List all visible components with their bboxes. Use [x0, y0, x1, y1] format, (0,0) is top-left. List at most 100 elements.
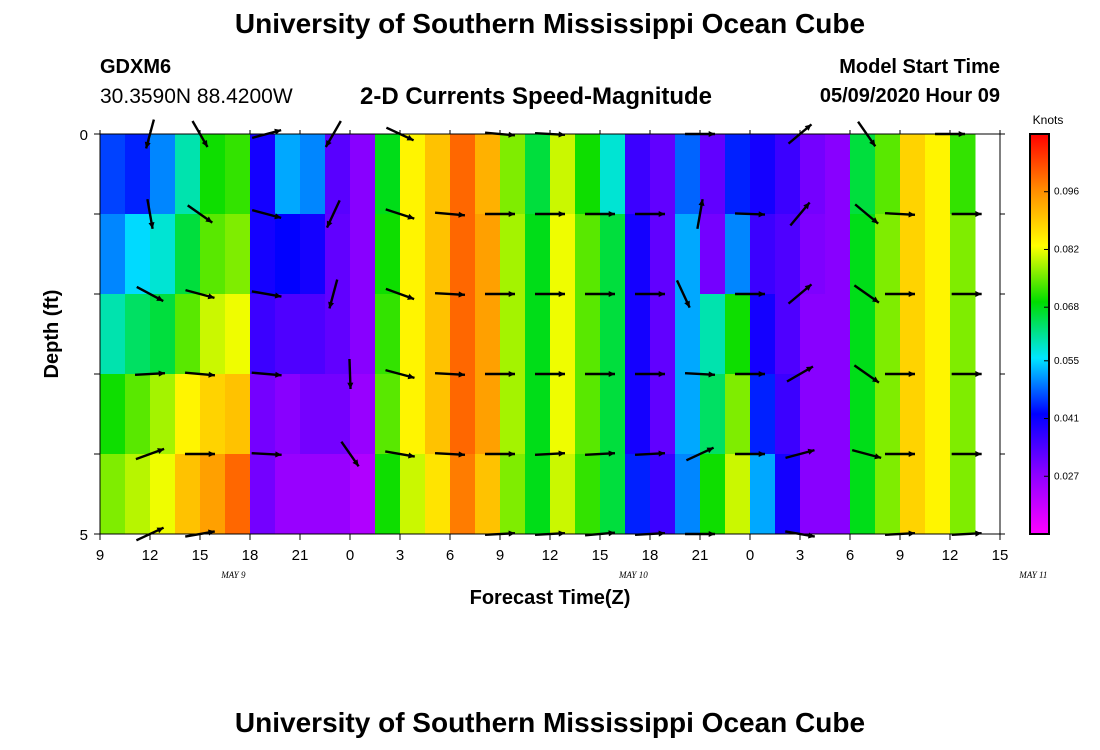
heatmap-cell — [175, 294, 201, 375]
date-label: MAY 9 — [220, 570, 246, 580]
current-vector-arrow — [535, 370, 565, 378]
heatmap-cell — [225, 294, 251, 375]
heatmap-cell — [200, 214, 226, 295]
current-vector-arrow — [185, 450, 215, 458]
heatmap-cell — [500, 454, 526, 535]
heatmap-cell — [200, 374, 226, 455]
heatmap-cell — [150, 374, 176, 455]
heatmap-cell — [875, 294, 901, 375]
footer-title: University of Southern Mississippi Ocean… — [234, 707, 866, 738]
arrow-head — [608, 370, 615, 378]
current-vector-arrow — [885, 370, 915, 378]
heatmap-cell — [275, 294, 301, 375]
current-vector-arrow — [434, 371, 466, 378]
heatmap-cell — [350, 134, 376, 215]
current-vector-arrow — [789, 201, 811, 227]
current-vector-arrow — [675, 279, 691, 309]
heatmap-cell — [125, 214, 151, 295]
arrow-head — [205, 216, 213, 223]
colorbar-tick-label: 0.068 — [1054, 302, 1079, 313]
current-vector-arrow — [684, 371, 716, 378]
x-tick-label: 9 — [96, 547, 104, 564]
heatmap-cell — [600, 374, 626, 455]
heatmap-cell — [275, 374, 301, 455]
heatmap-cell — [300, 134, 326, 215]
arrow-head — [908, 370, 915, 378]
heatmap-cell — [500, 214, 526, 295]
heatmap-cell — [225, 214, 251, 295]
heatmap-cell — [725, 374, 751, 455]
heatmap-cell — [550, 134, 576, 215]
heatmap-cell — [300, 214, 326, 295]
heatmap-cell — [950, 134, 976, 215]
arrow-head — [871, 217, 879, 224]
current-vector-arrow — [251, 371, 282, 378]
heatmap-cell — [300, 294, 326, 375]
arrow-head — [508, 131, 515, 138]
arrow-head — [658, 290, 665, 298]
x-tick-label: 21 — [292, 547, 309, 564]
arrow-head — [407, 294, 415, 300]
heatmap-cell — [700, 454, 726, 535]
heatmap-cell — [200, 294, 226, 375]
heatmap-cell — [725, 454, 751, 535]
current-vector-arrow — [851, 448, 882, 460]
heatmap-cell — [100, 294, 126, 375]
colorbar-tick-label: 0.027 — [1054, 471, 1079, 482]
arrow-head — [208, 371, 215, 378]
heatmap-cell — [375, 134, 401, 215]
heatmap-cell — [575, 214, 601, 295]
heatmap-cell — [400, 214, 426, 295]
heatmap-cell — [925, 454, 951, 535]
heatmap-cell — [750, 374, 776, 455]
colorbar-tick-label: 0.096 — [1054, 187, 1079, 198]
plot-title: 2-D Currents Speed-Magnitude — [360, 83, 713, 110]
x-tick-label: 0 — [346, 547, 354, 564]
arrow-head — [658, 370, 665, 378]
heatmap-cell — [775, 294, 801, 375]
arrow-head — [406, 134, 414, 141]
arrow-head — [608, 290, 615, 298]
heatmap-cell — [525, 134, 551, 215]
heatmap-cell — [175, 454, 201, 535]
heatmap-cell — [425, 134, 451, 215]
x-tick-label: 9 — [896, 547, 904, 564]
arrow-head — [975, 210, 982, 218]
current-vector-arrow — [696, 199, 705, 229]
arrow-head — [508, 210, 515, 218]
heatmap-cell — [850, 374, 876, 455]
arrow-head — [807, 448, 815, 455]
current-vector-arrow — [885, 290, 915, 298]
arrow-head — [874, 453, 882, 460]
arrow-head — [458, 291, 465, 298]
x-tick-label: 12 — [542, 547, 559, 564]
heatmap-cell — [950, 454, 976, 535]
arrow-head — [803, 202, 810, 210]
heatmap-cell — [275, 454, 301, 535]
x-tick-label: 21 — [692, 547, 709, 564]
current-vector-arrow — [251, 290, 282, 299]
heatmap-cell — [525, 374, 551, 455]
current-vector-arrow — [885, 450, 915, 458]
heatmap-cell — [550, 454, 576, 535]
heatmap-cell — [200, 134, 226, 215]
heatmap-cell — [850, 454, 876, 535]
heatmap-cell — [300, 374, 326, 455]
current-vector-arrow — [187, 204, 213, 224]
arrow-head — [806, 366, 813, 373]
x-tick-label: 12 — [142, 547, 159, 564]
heatmap-cell — [475, 374, 501, 455]
x-tick-label: 18 — [642, 547, 659, 564]
current-vector-arrow — [434, 211, 466, 218]
heatmap-cell — [100, 374, 126, 455]
current-vector-arrow — [340, 441, 360, 467]
current-vector-arrow — [735, 450, 765, 458]
heatmap-cell — [650, 294, 676, 375]
heatmap-cell — [700, 374, 726, 455]
heatmap-cell — [675, 294, 701, 375]
current-vector-arrow — [635, 210, 665, 218]
heatmap-cell — [525, 454, 551, 535]
heatmap-cell — [650, 454, 676, 535]
arrow-head — [144, 141, 151, 149]
